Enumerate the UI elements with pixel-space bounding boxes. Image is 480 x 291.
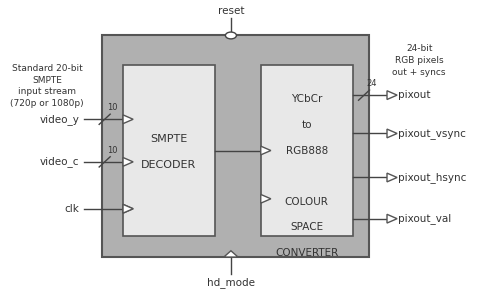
Text: RGB888: RGB888 bbox=[286, 146, 328, 155]
Text: pixout_val: pixout_val bbox=[398, 213, 452, 224]
Text: DECODER: DECODER bbox=[141, 160, 197, 170]
Text: 24: 24 bbox=[366, 79, 377, 88]
Polygon shape bbox=[224, 251, 238, 257]
Polygon shape bbox=[387, 173, 397, 182]
FancyBboxPatch shape bbox=[261, 65, 353, 236]
Text: video_y: video_y bbox=[39, 114, 79, 125]
Text: pixout_vsync: pixout_vsync bbox=[398, 128, 467, 139]
Polygon shape bbox=[123, 204, 133, 213]
Text: Standard 20-bit
SMPTE
input stream
(720p or 1080p): Standard 20-bit SMPTE input stream (720p… bbox=[11, 64, 84, 108]
FancyBboxPatch shape bbox=[102, 36, 369, 257]
Text: 24-bit
RGB pixels
out + syncs: 24-bit RGB pixels out + syncs bbox=[392, 44, 446, 77]
FancyBboxPatch shape bbox=[123, 65, 215, 236]
Polygon shape bbox=[123, 115, 133, 124]
Polygon shape bbox=[261, 146, 271, 155]
Text: pixout: pixout bbox=[398, 90, 431, 100]
Text: to: to bbox=[301, 120, 312, 130]
Polygon shape bbox=[261, 194, 271, 203]
Polygon shape bbox=[123, 204, 133, 213]
Text: reset: reset bbox=[217, 6, 244, 16]
Text: CONVERTER: CONVERTER bbox=[275, 248, 338, 258]
Polygon shape bbox=[387, 129, 397, 138]
Text: hd_mode: hd_mode bbox=[207, 277, 255, 288]
Circle shape bbox=[226, 32, 237, 39]
Text: YCbCr: YCbCr bbox=[291, 94, 323, 104]
Text: SPACE: SPACE bbox=[290, 222, 323, 232]
Text: video_c: video_c bbox=[40, 157, 79, 167]
Text: 10: 10 bbox=[107, 103, 118, 112]
Text: pixout_hsync: pixout_hsync bbox=[398, 172, 467, 183]
Text: COLOUR: COLOUR bbox=[285, 197, 329, 207]
Text: SMPTE: SMPTE bbox=[150, 134, 188, 144]
Text: clk: clk bbox=[64, 204, 79, 214]
Polygon shape bbox=[123, 157, 133, 166]
Polygon shape bbox=[387, 214, 397, 223]
Text: 10: 10 bbox=[107, 146, 118, 155]
Polygon shape bbox=[387, 91, 397, 100]
